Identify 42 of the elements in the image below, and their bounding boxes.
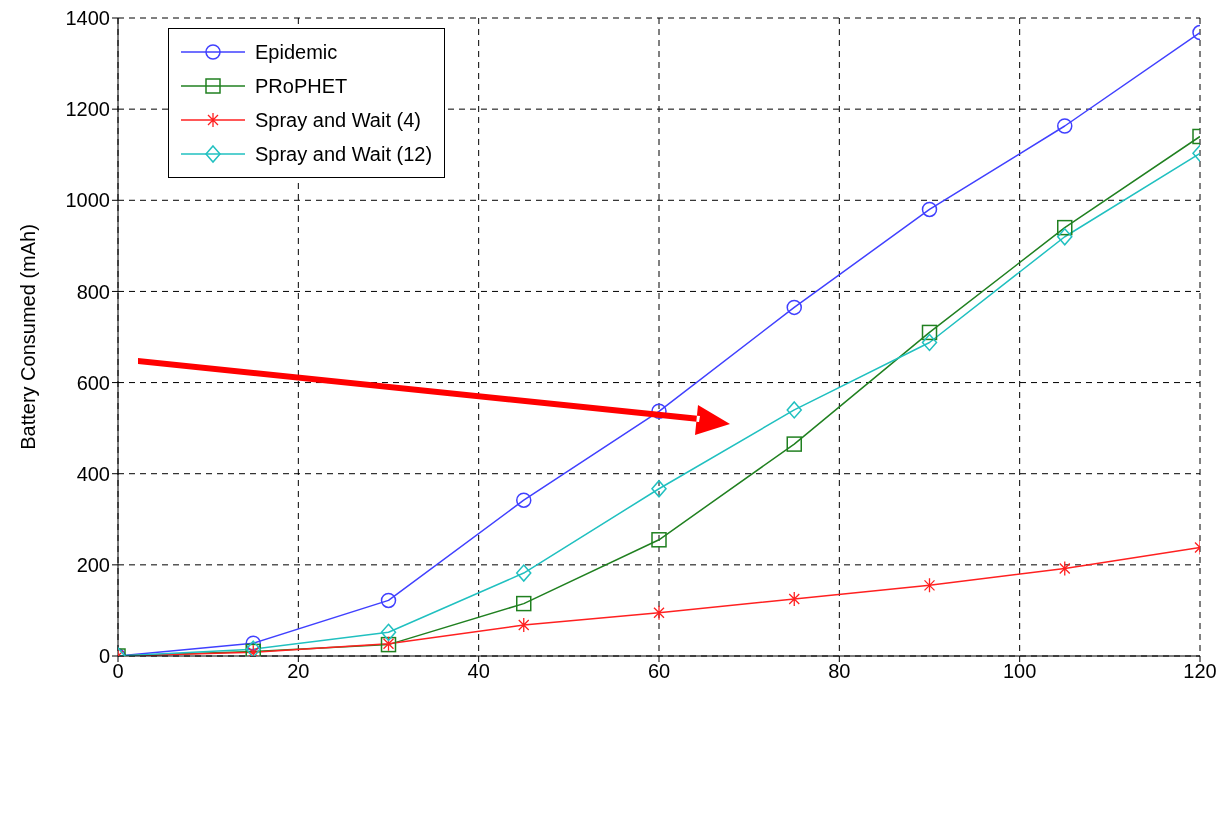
legend-label: Spray and Wait (4) — [255, 108, 421, 132]
x-tick-label: 40 — [467, 660, 490, 683]
x-tick-label: 100 — [1002, 660, 1037, 683]
y-tick-label: 1400 — [65, 7, 110, 30]
y-axis-title: Battery Consumed (mAh) — [17, 224, 40, 450]
point — [923, 577, 936, 594]
point — [651, 480, 667, 498]
y-tick-label: 200 — [76, 553, 110, 576]
y-tick-label: 400 — [76, 462, 110, 485]
x-tick-label: 20 — [287, 660, 310, 683]
y-tick-label: 600 — [76, 371, 110, 394]
point — [1059, 560, 1071, 577]
x-tick-label: 120 — [1183, 660, 1217, 683]
y-tick-label: 1200 — [65, 98, 110, 121]
legend-label: PRoPHET — [255, 74, 348, 98]
point — [786, 401, 802, 419]
point — [245, 635, 261, 651]
x-tick-label: 60 — [647, 660, 671, 683]
point — [380, 623, 397, 642]
point — [1057, 227, 1073, 246]
y-tick-label: 1000 — [65, 189, 110, 212]
point — [788, 591, 800, 607]
point — [651, 532, 667, 548]
x-tick-label: 80 — [828, 660, 851, 683]
y-tick-label: 800 — [76, 280, 110, 303]
point — [786, 436, 802, 452]
point — [1057, 219, 1073, 236]
legend-label: Epidemic — [255, 40, 338, 64]
y-tick-label: 0 — [98, 645, 110, 668]
point — [516, 564, 532, 582]
point — [921, 201, 938, 218]
point — [786, 299, 802, 316]
point — [921, 333, 938, 352]
point — [518, 617, 530, 633]
point — [380, 592, 397, 609]
point — [516, 595, 532, 612]
x-tick-label: 0 — [112, 660, 124, 683]
point — [1057, 118, 1073, 134]
point — [653, 605, 665, 621]
point — [516, 492, 532, 508]
point — [921, 324, 938, 341]
legend-label: Spray and Wait (12) — [255, 142, 433, 166]
